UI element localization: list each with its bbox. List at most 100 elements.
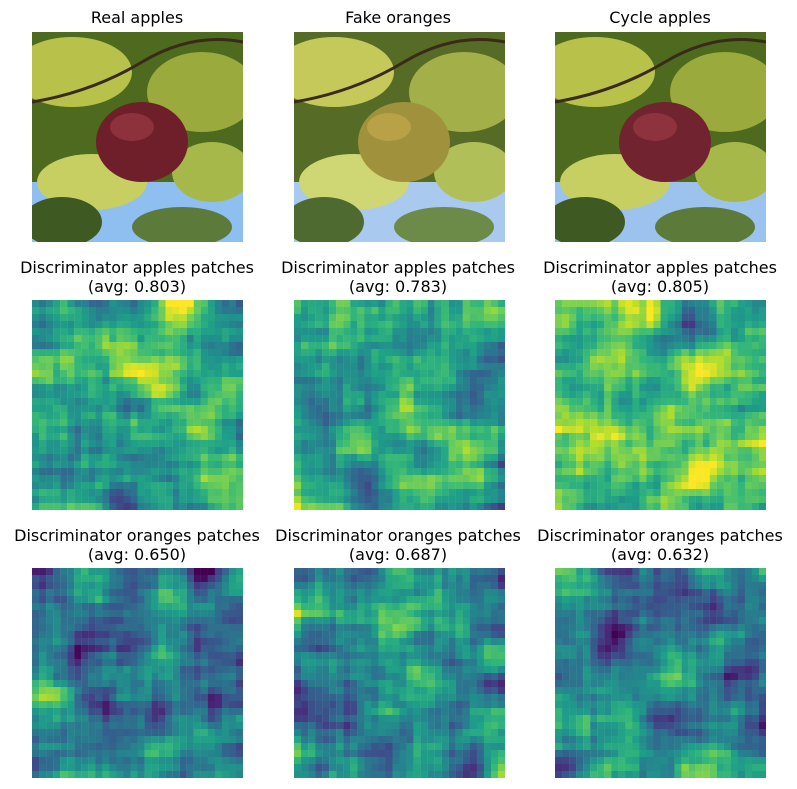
heatmap-cell — [95, 624, 103, 632]
heatmap-cell — [228, 314, 237, 322]
heatmap-cell — [744, 652, 753, 660]
heatmap-cell — [555, 391, 563, 399]
heatmap-cell — [597, 624, 605, 632]
heatmap-cell — [632, 419, 640, 427]
heatmap-cell — [555, 405, 563, 413]
heatmap-cell — [144, 349, 152, 357]
heatmap-cell — [695, 589, 703, 597]
heatmap-cell — [235, 575, 243, 583]
heatmap-cell — [413, 694, 421, 702]
heatmap-cell — [130, 729, 138, 737]
heatmap-cell — [646, 482, 654, 490]
heatmap-cell — [123, 729, 131, 737]
heatmap-cell — [737, 419, 746, 427]
heatmap-cell — [632, 300, 640, 308]
heatmap-cell — [315, 412, 323, 420]
heatmap-cell — [399, 568, 407, 576]
heatmap-cell — [590, 433, 598, 441]
heatmap-cell — [730, 356, 739, 364]
heatmap-cell — [60, 454, 68, 462]
heatmap-cell — [137, 743, 145, 751]
heatmap-cell — [81, 624, 89, 632]
heatmap-cell — [406, 342, 414, 350]
heatmap-cell — [336, 468, 344, 476]
heatmap-cell — [39, 596, 47, 604]
heatmap-cell — [604, 652, 612, 660]
heatmap-cell — [455, 370, 463, 378]
heatmap-cell — [137, 617, 145, 625]
heatmap-cell — [385, 412, 393, 420]
heatmap-cell — [667, 603, 675, 611]
heatmap-cell — [744, 405, 753, 413]
heatmap-cell — [179, 596, 187, 604]
heatmap-cell — [604, 440, 612, 448]
heatmap-cell — [46, 321, 54, 329]
heatmap-cell — [758, 610, 766, 618]
heatmap-cell — [315, 314, 323, 322]
heatmap-cell — [562, 582, 570, 590]
heatmap-cell — [420, 687, 428, 695]
heatmap-cell — [102, 489, 110, 497]
heatmap-cell — [67, 412, 75, 420]
heatmap-cell — [294, 771, 302, 778]
heatmap-cell — [200, 743, 208, 751]
heatmap-cell — [455, 447, 463, 455]
heatmap-cell — [294, 391, 302, 399]
heatmap-cell — [186, 729, 194, 737]
heatmap-cell — [165, 412, 173, 420]
heatmap-cell — [555, 349, 563, 357]
heatmap-cell — [81, 764, 89, 772]
heatmap-cell — [179, 496, 187, 504]
heatmap-cell — [737, 617, 746, 625]
heatmap-cell — [67, 300, 75, 308]
heatmap-cell — [200, 708, 208, 716]
heatmap-cell — [235, 582, 243, 590]
heatmap-cell — [469, 736, 478, 744]
heatmap-cell — [702, 503, 710, 510]
heatmap-cell — [399, 736, 407, 744]
heatmap-cell — [46, 624, 54, 632]
heatmap-cell — [448, 370, 456, 378]
heatmap-cell — [448, 631, 456, 639]
heatmap-cell — [646, 314, 654, 322]
heatmap-cell — [639, 475, 647, 483]
heatmap-cell — [74, 610, 82, 618]
heatmap-cell — [221, 652, 230, 660]
panel-title-line2: (avg: 0.650) — [87, 545, 187, 564]
heatmap-cell — [483, 489, 492, 497]
heatmap-cell — [371, 750, 379, 758]
heatmap-cell — [308, 687, 316, 695]
heatmap-cell — [53, 300, 61, 308]
heatmap-cell — [483, 335, 492, 343]
heatmap-cell — [221, 659, 230, 667]
heatmap-cell — [343, 568, 351, 576]
heatmap-cell — [476, 673, 485, 681]
heatmap-cell — [364, 673, 372, 681]
heatmap-cell — [95, 482, 103, 490]
heatmap-cell — [427, 715, 435, 723]
heatmap-cell — [109, 468, 117, 476]
heatmap-cell — [611, 582, 619, 590]
heatmap-cell — [322, 447, 330, 455]
heatmap-cell — [434, 314, 442, 322]
heatmap-cell — [625, 398, 633, 406]
heatmap-cell — [618, 335, 626, 343]
heatmap-cell — [53, 384, 61, 392]
heatmap-cell — [667, 419, 675, 427]
heatmap-cell — [625, 300, 633, 308]
heatmap-cell — [681, 659, 689, 667]
heatmap-cell — [350, 461, 358, 469]
heatmap-cell — [39, 412, 47, 420]
heatmap-cell — [308, 391, 316, 399]
heatmap-cell — [730, 624, 739, 632]
heatmap-cell — [483, 757, 492, 765]
heatmap-cell — [102, 349, 110, 357]
heatmap-cell — [462, 314, 470, 322]
heatmap-cell — [186, 468, 194, 476]
heatmap-cell — [207, 363, 216, 371]
heatmap-cell — [751, 589, 760, 597]
heatmap-cell — [688, 568, 696, 576]
heatmap-cell — [350, 687, 358, 695]
heatmap-cell — [95, 673, 103, 681]
heatmap-cell — [81, 328, 89, 336]
